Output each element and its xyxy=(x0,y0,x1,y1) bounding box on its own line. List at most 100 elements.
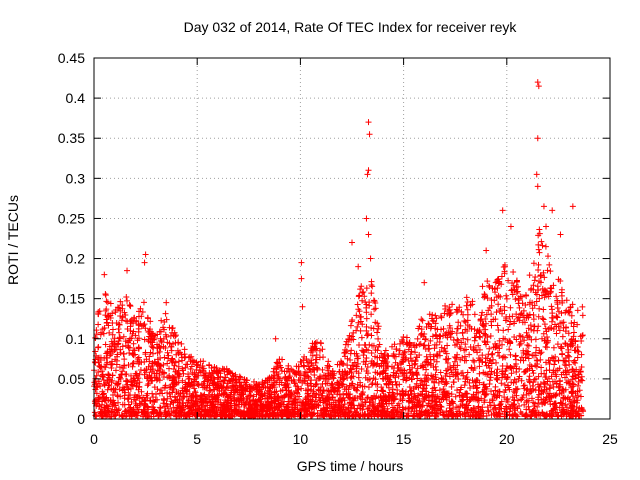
data-point xyxy=(526,365,533,372)
data-point xyxy=(154,341,161,348)
data-point xyxy=(166,384,173,391)
data-point xyxy=(427,337,434,344)
plot-frame xyxy=(93,57,611,420)
data-point xyxy=(402,391,409,398)
data-point xyxy=(131,378,138,385)
data-point xyxy=(355,412,362,419)
data-point xyxy=(391,341,398,348)
data-point xyxy=(180,370,187,377)
data-point xyxy=(341,368,348,375)
data-point xyxy=(508,370,515,377)
data-point xyxy=(350,329,357,336)
data-point xyxy=(428,398,435,405)
data-point xyxy=(544,253,551,260)
data-point xyxy=(124,318,131,325)
data-point xyxy=(127,385,134,392)
data-point xyxy=(176,373,183,380)
data-point xyxy=(220,390,227,397)
data-point xyxy=(275,397,282,404)
data-point xyxy=(359,289,366,296)
data-point xyxy=(362,299,369,306)
data-point xyxy=(97,364,104,371)
data-point xyxy=(438,314,445,321)
data-point xyxy=(411,390,418,397)
data-point xyxy=(563,297,570,304)
data-point xyxy=(409,399,416,406)
data-point xyxy=(201,378,208,385)
data-point xyxy=(164,402,171,409)
data-point xyxy=(338,380,345,387)
data-point xyxy=(509,313,516,320)
data-point xyxy=(136,308,143,315)
data-point xyxy=(469,412,476,419)
data-point xyxy=(514,385,521,392)
data-point xyxy=(578,337,585,344)
data-point xyxy=(499,354,506,361)
data-point xyxy=(278,379,285,386)
data-point xyxy=(486,284,493,291)
data-point xyxy=(129,363,136,370)
data-point xyxy=(237,374,244,381)
data-point xyxy=(186,375,193,382)
data-point xyxy=(481,291,488,298)
data-point xyxy=(382,347,389,354)
data-point xyxy=(361,293,368,300)
data-point xyxy=(158,317,165,324)
data-point xyxy=(180,394,187,401)
data-point xyxy=(256,386,263,393)
data-point xyxy=(507,340,514,347)
data-point xyxy=(543,223,550,230)
data-point xyxy=(392,353,399,360)
data-point xyxy=(406,366,413,373)
data-point xyxy=(370,400,377,407)
data-point xyxy=(473,385,480,392)
data-point xyxy=(554,341,561,348)
data-point xyxy=(537,272,544,279)
data-point xyxy=(320,388,327,395)
data-point xyxy=(147,326,154,333)
data-point xyxy=(539,242,546,249)
data-point xyxy=(188,363,195,370)
data-point xyxy=(396,381,403,388)
data-point xyxy=(175,339,182,346)
data-point xyxy=(340,375,347,382)
data-point xyxy=(485,307,492,314)
data-point xyxy=(570,333,577,340)
data-point xyxy=(393,370,400,377)
data-point xyxy=(432,312,439,319)
data-point xyxy=(378,384,385,391)
data-point xyxy=(328,380,335,387)
data-point xyxy=(326,397,333,404)
data-point xyxy=(377,393,384,400)
data-point xyxy=(312,356,319,363)
data-point xyxy=(114,341,121,348)
data-point xyxy=(448,383,455,390)
data-point xyxy=(166,340,173,347)
data-point xyxy=(266,384,273,391)
data-point xyxy=(225,383,232,390)
data-point xyxy=(454,370,461,377)
data-point xyxy=(550,282,557,289)
data-point xyxy=(146,353,153,360)
data-point xyxy=(479,359,486,366)
data-point xyxy=(464,311,471,318)
data-point xyxy=(578,363,585,370)
data-point xyxy=(513,311,520,318)
data-point xyxy=(164,360,171,367)
data-point xyxy=(232,388,239,395)
data-point xyxy=(532,336,539,343)
data-point xyxy=(379,369,386,376)
data-point xyxy=(558,286,565,293)
data-point xyxy=(455,376,462,383)
data-point xyxy=(270,382,277,389)
data-point xyxy=(538,349,545,356)
data-point xyxy=(460,335,467,342)
data-point xyxy=(131,314,138,321)
data-point xyxy=(408,348,415,355)
data-point xyxy=(409,405,416,412)
data-point xyxy=(401,349,408,356)
data-point xyxy=(370,360,377,367)
data-point xyxy=(507,364,514,371)
data-point xyxy=(249,405,256,412)
data-point xyxy=(213,406,220,413)
